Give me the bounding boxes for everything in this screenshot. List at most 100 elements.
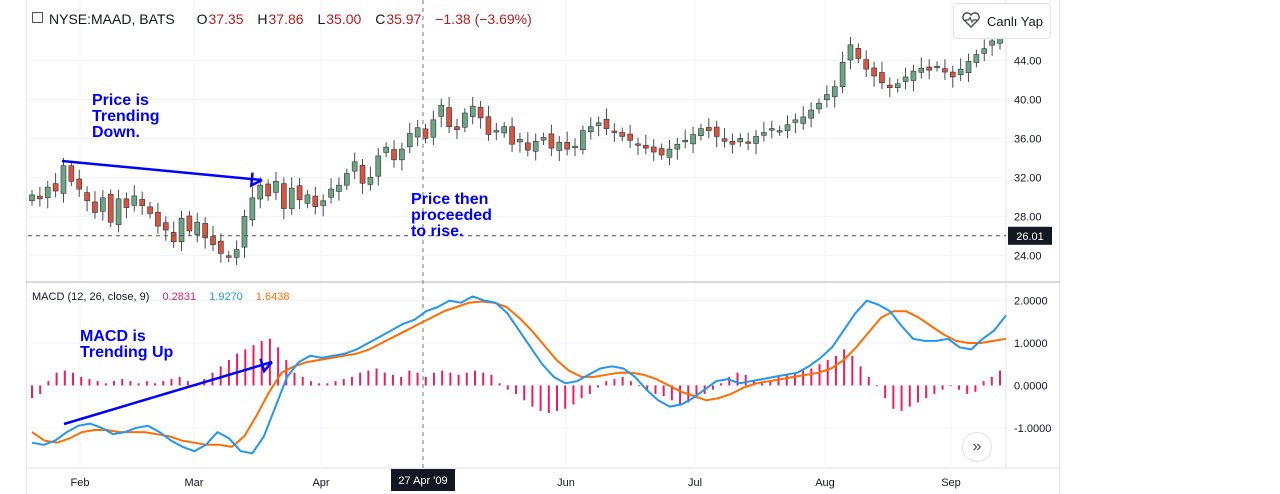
macd-histogram-bar bbox=[843, 349, 846, 386]
macd-histogram-bar bbox=[137, 383, 140, 386]
annotation-text: Trending bbox=[92, 108, 160, 125]
macd-histogram-bar bbox=[744, 374, 747, 386]
macd-histogram-bar bbox=[285, 359, 288, 386]
macd-histogram-bar bbox=[974, 385, 977, 392]
macd-axis-tick: 2.0000 bbox=[1014, 296, 1048, 308]
chart-frame bbox=[26, 0, 1060, 494]
candle-body bbox=[768, 128, 775, 131]
candle-body bbox=[784, 124, 791, 131]
macd-histogram-bar bbox=[933, 385, 936, 394]
annotation-text: proceeded bbox=[411, 207, 492, 224]
macd-histogram-bar bbox=[301, 376, 304, 386]
candle-body bbox=[115, 198, 122, 225]
price-legend: NYSE:MAAD, BATS O37.35 H37.86 L35.00 C35… bbox=[32, 11, 532, 27]
macd-value: 1.9270 bbox=[209, 291, 243, 303]
candle-body bbox=[375, 155, 382, 177]
crosshair-label-box bbox=[391, 469, 455, 491]
candle-body bbox=[666, 148, 673, 158]
macd-histogram-bar bbox=[350, 376, 353, 386]
macd-histogram-bar bbox=[72, 372, 75, 386]
macd-histogram-bar bbox=[326, 383, 329, 386]
macd-histogram-bar bbox=[227, 359, 230, 386]
macd-histogram-bar bbox=[162, 381, 165, 386]
macd-histogram-bar bbox=[621, 376, 624, 386]
candle-body bbox=[107, 194, 114, 223]
candle-body bbox=[800, 116, 807, 124]
candle-body bbox=[273, 180, 279, 193]
candle-body bbox=[320, 200, 326, 206]
macd-histogram-bar bbox=[654, 385, 657, 394]
candle-body bbox=[241, 216, 248, 248]
candle-body bbox=[698, 128, 704, 136]
candle-body bbox=[147, 206, 153, 214]
candle-body bbox=[611, 130, 618, 133]
candle-body bbox=[831, 86, 838, 98]
candle-body bbox=[863, 59, 870, 70]
open-label: O bbox=[196, 11, 208, 27]
candle-body bbox=[123, 198, 130, 208]
candle-body bbox=[706, 127, 712, 131]
candle-body bbox=[210, 236, 216, 245]
macd-histogram-bar bbox=[793, 372, 796, 386]
candle-body bbox=[957, 68, 964, 75]
macd-histogram-bar bbox=[556, 385, 559, 411]
candle-body bbox=[737, 138, 744, 143]
macd-histogram-bar bbox=[367, 370, 370, 386]
candle-body bbox=[981, 48, 988, 54]
time-axis-tick: Feb bbox=[71, 477, 90, 489]
price-axis-tick: 40.00 bbox=[1014, 94, 1042, 106]
price-trend-arrow-head bbox=[249, 172, 263, 188]
macd-histogram-bar bbox=[359, 372, 362, 386]
low-label: L bbox=[317, 11, 326, 27]
candle-body bbox=[745, 141, 751, 144]
candle-body bbox=[462, 112, 468, 128]
time-axis-tick: Jun bbox=[557, 477, 575, 489]
candle-body bbox=[225, 255, 232, 258]
macd-histogram-bar bbox=[670, 385, 673, 401]
candle-body bbox=[627, 133, 633, 141]
macd-histogram-bar bbox=[170, 379, 173, 386]
scroll-next-button[interactable]: » bbox=[962, 432, 992, 462]
macd-histogram-bar bbox=[547, 385, 550, 413]
macd-signal-line bbox=[31, 300, 1007, 448]
candle-body bbox=[296, 185, 303, 201]
time-axis-tick: Sep bbox=[941, 477, 961, 489]
macd-histogram-bar bbox=[875, 385, 878, 387]
macd-axis-tick: 1.0000 bbox=[1014, 338, 1048, 350]
candle-body bbox=[894, 83, 901, 88]
candle-body bbox=[430, 119, 437, 138]
candle-body bbox=[391, 149, 397, 161]
candle-body bbox=[682, 140, 689, 143]
time-axis-tick: Aug bbox=[815, 477, 835, 489]
macd-histogram-bar bbox=[432, 372, 435, 386]
macd-histogram-bar bbox=[104, 383, 107, 386]
candle-body bbox=[218, 240, 224, 254]
live-button[interactable]: Canlı Yap bbox=[953, 3, 1051, 39]
macd-legend: MACD (12, 26, close, 9) 0.2831 1.9270 1.… bbox=[32, 291, 300, 303]
macd-histogram-bar bbox=[802, 370, 805, 386]
close-label: C bbox=[375, 11, 386, 27]
time-axis-tick: Jul bbox=[688, 477, 702, 489]
candle-body bbox=[635, 143, 641, 146]
candle-body bbox=[186, 215, 193, 232]
macd-histogram-bar bbox=[457, 374, 460, 386]
price-trend-arrow bbox=[61, 159, 263, 182]
macd-histogram-bar bbox=[966, 385, 969, 394]
macd-histogram-bar bbox=[834, 355, 837, 386]
candle-body bbox=[910, 70, 917, 81]
macd-histogram-bar bbox=[638, 385, 641, 387]
candle-body bbox=[170, 232, 177, 243]
candle-body bbox=[603, 118, 610, 129]
macd-histogram-bar bbox=[482, 372, 485, 386]
collapse-icon[interactable] bbox=[32, 12, 43, 23]
candle-body bbox=[965, 61, 972, 73]
macd-histogram-bar bbox=[605, 381, 608, 386]
candle-body bbox=[517, 139, 523, 143]
candle-body bbox=[729, 141, 736, 145]
candle-body bbox=[76, 178, 83, 190]
candle-body bbox=[887, 84, 893, 88]
macd-histogram-bar bbox=[441, 370, 444, 386]
macd-histogram-bar bbox=[646, 385, 649, 390]
candle-body bbox=[824, 94, 830, 101]
